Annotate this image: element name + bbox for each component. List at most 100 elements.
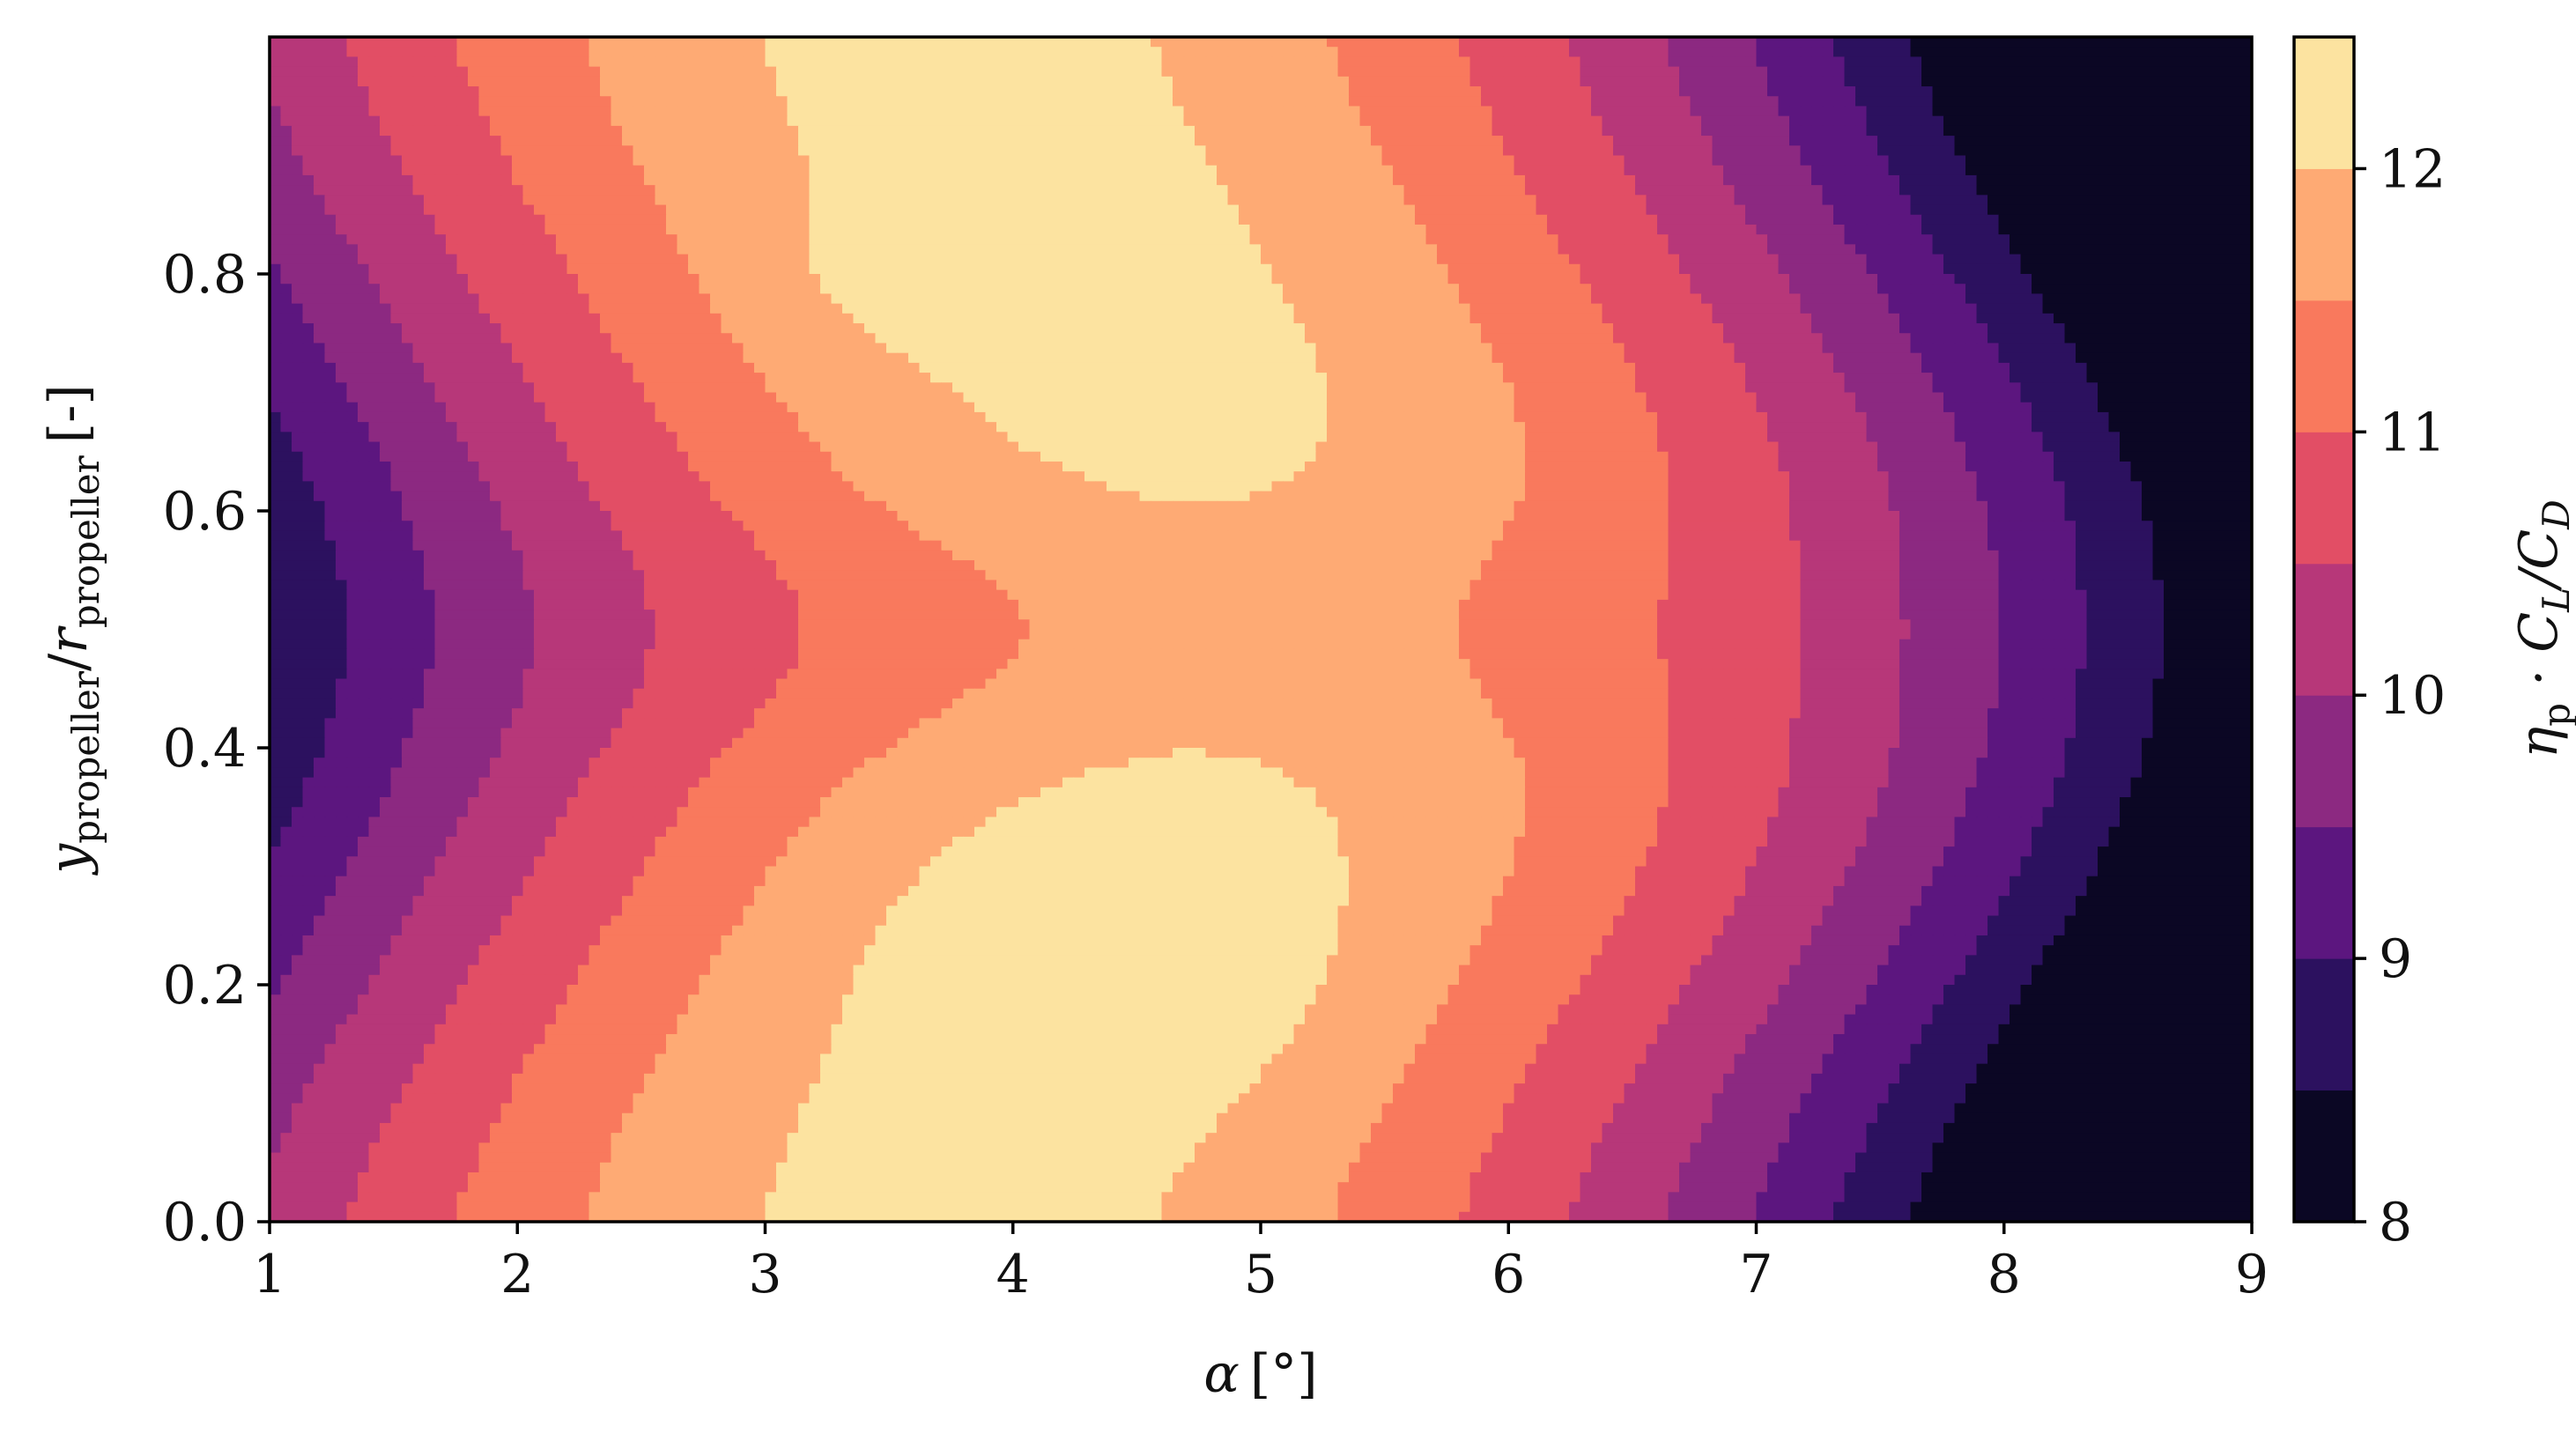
contour-cell (468, 304, 479, 314)
contour-cell (1779, 264, 1790, 275)
contour-cell (974, 37, 986, 48)
contour-cell (578, 47, 589, 57)
contour-cell (1855, 47, 1867, 57)
contour-cell (1459, 136, 1470, 146)
contour-cell (1437, 215, 1448, 225)
contour-cell (820, 96, 832, 107)
contour-cell (556, 255, 567, 265)
contour-cell (2065, 77, 2076, 87)
contour-cell (810, 255, 821, 265)
contour-cell (446, 156, 457, 166)
contour-cell (1745, 264, 1757, 275)
contour-cell (1943, 225, 1955, 235)
contour-cell (1525, 293, 1536, 304)
contour-cell (457, 244, 469, 255)
contour-cell (732, 156, 744, 166)
contour-cell (1625, 56, 1636, 67)
contour-cell (1052, 77, 1063, 87)
contour-cell (303, 47, 315, 57)
contour-cell (876, 136, 887, 146)
contour-cell (1647, 284, 1658, 294)
contour-cell (1679, 77, 1691, 87)
contour-cell (886, 77, 898, 87)
contour-cell (1074, 304, 1085, 314)
contour-cell (1338, 205, 1350, 216)
contour-cell (1305, 116, 1316, 127)
contour-cell (578, 244, 589, 255)
contour-cell (468, 255, 479, 265)
contour-cell (1701, 274, 1713, 285)
contour-cell (1569, 37, 1580, 48)
contour-cell (1481, 116, 1492, 127)
contour-cell (336, 264, 347, 275)
contour-cell (1393, 126, 1404, 137)
contour-cell (2076, 215, 2087, 225)
contour-cell (1470, 116, 1482, 127)
contour-cell (490, 304, 501, 314)
contour-cell (2043, 255, 2054, 265)
contour-cell (435, 255, 447, 265)
contour-cell (908, 255, 920, 265)
contour-cell (986, 145, 997, 156)
contour-cell (1040, 106, 1052, 116)
contour-cell (1173, 126, 1184, 137)
contour-cell (952, 274, 964, 285)
contour-cell (1360, 47, 1372, 57)
contour-cell (424, 145, 435, 156)
contour-cell (2219, 86, 2231, 97)
contour-cell (2142, 96, 2153, 107)
contour-cell (1261, 234, 1272, 245)
contour-cell (1040, 166, 1052, 176)
contour-cell (347, 244, 359, 255)
contour-cell (523, 244, 535, 255)
contour-cell (788, 77, 799, 87)
contour-cell (1547, 166, 1558, 176)
contour-cell (1613, 86, 1625, 97)
contour-cell (1569, 126, 1580, 137)
contour-cell (688, 77, 700, 87)
contour-cell (1789, 293, 1801, 304)
contour-cell (1855, 86, 1867, 97)
contour-cell (1525, 77, 1536, 87)
contour-cell (744, 293, 755, 304)
contour-cell (1492, 47, 1504, 57)
contour-cell (1867, 37, 1878, 48)
contour-cell (1965, 47, 1977, 57)
contour-cell (1669, 244, 1680, 255)
contour-cell (1062, 185, 1074, 196)
contour-cell (1173, 234, 1184, 245)
contour-cell (1228, 234, 1240, 245)
contour-cell (1889, 215, 1900, 225)
contour-cell (490, 264, 501, 275)
contour-cell (523, 136, 535, 146)
contour-cell (1789, 175, 1801, 186)
contour-cell (1173, 264, 1184, 275)
contour-cell (358, 37, 369, 48)
contour-cell (1603, 175, 1614, 186)
contour-cell (545, 234, 557, 245)
contour-cell (1503, 156, 1514, 166)
contour-cell (270, 255, 281, 265)
contour-cell (1074, 126, 1085, 137)
contour-cell (655, 37, 667, 48)
contour-cell (898, 284, 909, 294)
contour-cell (1823, 215, 1834, 225)
contour-cell (1008, 166, 1019, 176)
contour-cell (2054, 234, 2065, 245)
contour-cell (920, 145, 931, 156)
contour-cell (2021, 274, 2032, 285)
contour-cell (1845, 145, 1856, 156)
contour-cell (534, 37, 545, 48)
contour-cell (1503, 185, 1514, 196)
contour-cell (1283, 96, 1294, 107)
contour-cell (380, 225, 391, 235)
contour-cell (898, 195, 909, 205)
contour-cell (1129, 56, 1140, 67)
contour-cell (655, 205, 667, 216)
contour-cell (820, 304, 832, 314)
contour-cell (820, 293, 832, 304)
contour-cell (2153, 274, 2165, 285)
contour-cell (2065, 86, 2076, 97)
contour-cell (677, 37, 689, 48)
contour-cell (1965, 205, 1977, 216)
